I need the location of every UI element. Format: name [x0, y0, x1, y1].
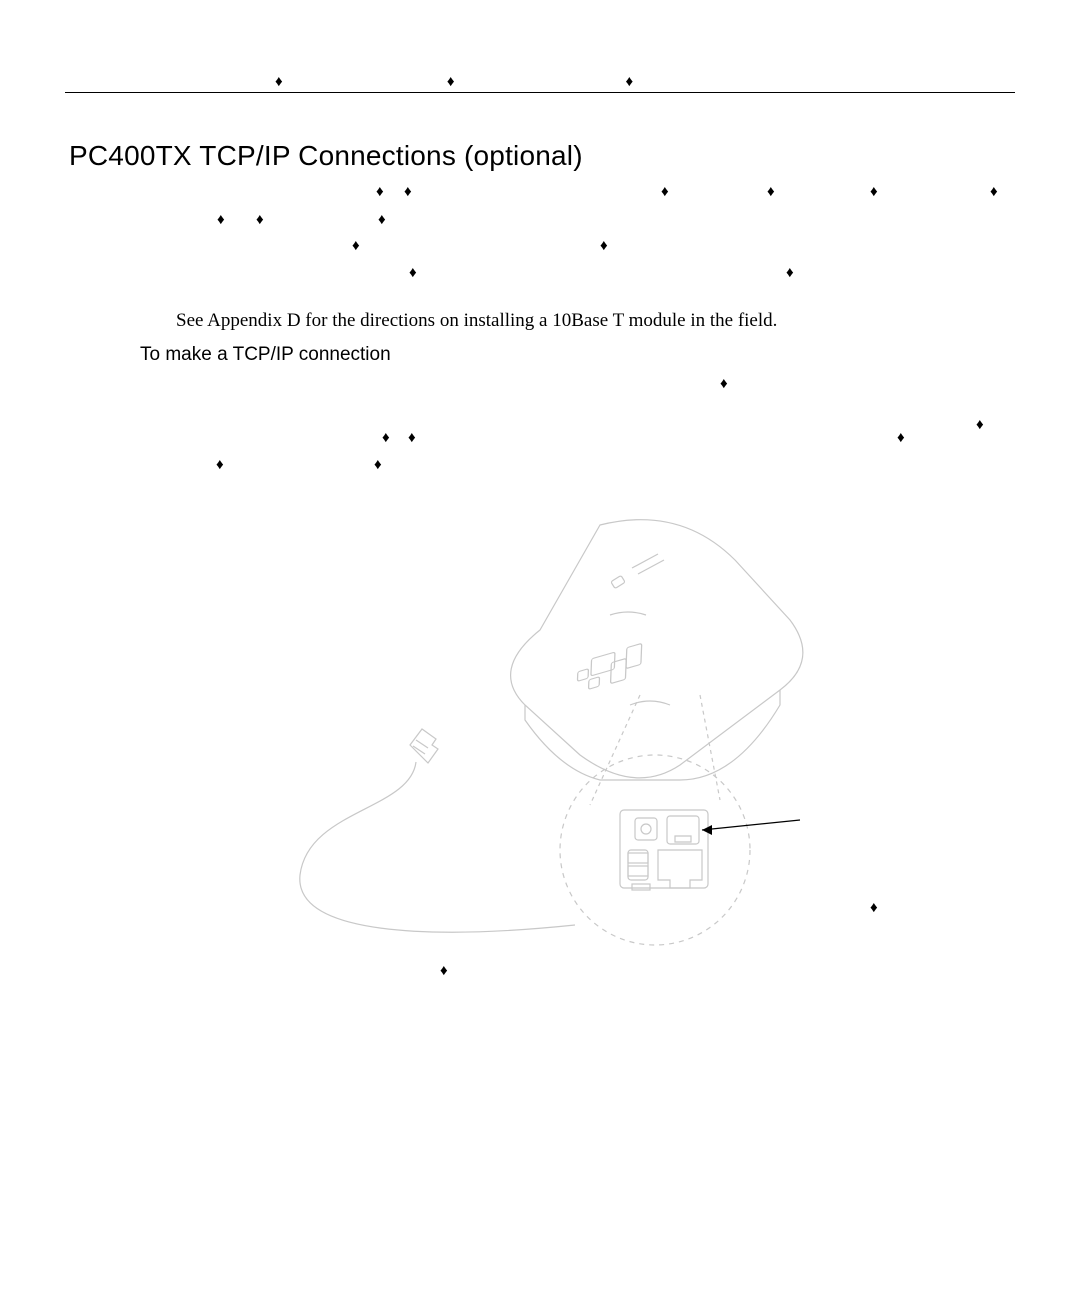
- diamond-icon: ♦: [870, 902, 878, 914]
- diamond-row: ♦♦: [0, 240, 1080, 254]
- diamond-icon: ♦: [870, 186, 878, 198]
- diamond-row: ♦♦: [0, 459, 1080, 473]
- diamond-icon: ♦: [661, 186, 669, 198]
- diamond-icon: ♦: [897, 432, 905, 444]
- diamond-icon: ♦: [275, 76, 283, 88]
- section-subhead: To make a TCP/IP connection: [140, 344, 391, 366]
- diamond-icon: ♦: [626, 76, 634, 88]
- diamond-icon: ♦: [408, 432, 416, 444]
- diamond-icon: ♦: [378, 214, 386, 226]
- diamond-icon: ♦: [720, 378, 728, 390]
- body-text: See Appendix D for the directions on ins…: [176, 310, 777, 332]
- diamond-row: ♦ ♦ ♦: [0, 432, 1080, 446]
- device-diagram: [180, 510, 820, 950]
- diamond-icon: ♦: [374, 459, 382, 471]
- diamond-row: ♦: [0, 419, 1080, 433]
- diamond-icon: ♦: [217, 214, 225, 226]
- diamond-icon: ♦: [382, 432, 390, 444]
- diamond-row: ♦ ♦ ♦: [0, 214, 1080, 228]
- diamond-icon: ♦: [376, 186, 384, 198]
- page: ♦ ♦ ♦ PC400TX TCP/IP Connections (option…: [0, 0, 1080, 1311]
- diamond-icon: ♦: [976, 419, 984, 431]
- diamond-row: ♦: [0, 378, 1080, 392]
- diamond-icon: ♦: [256, 214, 264, 226]
- diamond-icon: ♦: [352, 240, 360, 252]
- page-title: PC400TX TCP/IP Connections (optional): [69, 140, 583, 172]
- diamond-icon: ♦: [216, 459, 224, 471]
- diamond-row: ♦: [0, 965, 1080, 979]
- diamond-row: ♦ ♦ ♦ ♦ ♦ ♦: [0, 186, 1080, 200]
- diamond-icon: ♦: [404, 186, 412, 198]
- diamond-icon: ♦: [786, 267, 794, 279]
- diamond-icon: ♦: [767, 186, 775, 198]
- diamond-icon: ♦: [440, 965, 448, 977]
- diamond-icon: ♦: [409, 267, 417, 279]
- header-rule: [65, 92, 1015, 93]
- diamond-icon: ♦: [447, 76, 455, 88]
- diamond-row: ♦♦: [0, 267, 1080, 281]
- diamond-icon: ♦: [600, 240, 608, 252]
- header-ornament-row: ♦ ♦ ♦: [65, 76, 1015, 90]
- diamond-icon: ♦: [990, 186, 998, 198]
